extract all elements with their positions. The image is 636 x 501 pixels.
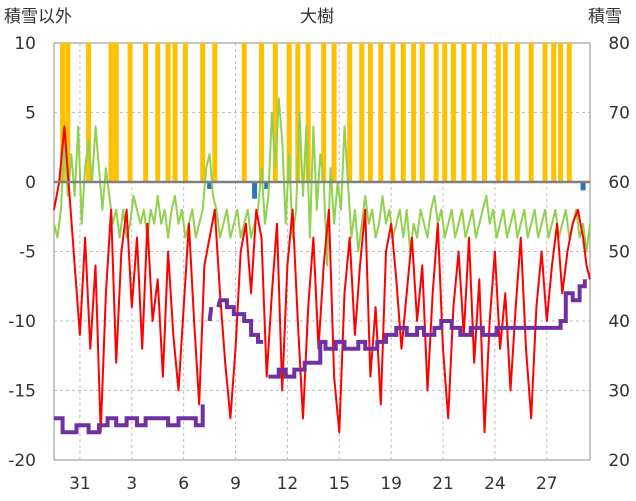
series-0-bar (367, 43, 373, 182)
series-0-bar (113, 43, 119, 182)
left-tick-label: 0 (25, 173, 36, 193)
series-0-bar (471, 43, 477, 182)
series-1-bar (207, 182, 213, 189)
left-tick-label: -20 (8, 451, 36, 471)
series-0-bar (321, 43, 327, 182)
left-tick-label: -15 (8, 382, 36, 402)
series-1-bar (264, 182, 270, 189)
series-0-bar (212, 43, 218, 182)
series-0-bar (241, 43, 247, 182)
x-tick-label: 24 (484, 474, 506, 494)
axes-layer: 10 80 5 70 0 60 -5 50 -10 40 -15 30 -20 20 31 3 6 9 12 15 19… (8, 34, 630, 494)
x-tick-label: 12 (277, 474, 299, 494)
series-0-bar (331, 43, 337, 182)
series-0-bar (558, 43, 564, 182)
right-tick-label: 50 (608, 243, 630, 263)
right-tick-label: 30 (608, 382, 630, 402)
series-0-bar (108, 43, 114, 182)
series-0-bar (551, 43, 557, 182)
series-0-bar (286, 43, 292, 182)
chart-title: 大樹 (300, 7, 334, 27)
series-0-bar (482, 43, 488, 182)
x-tick-label: 19 (380, 474, 402, 494)
series-0-bar (86, 43, 92, 182)
right-axis-title: 積雪 (588, 7, 622, 27)
series-2-line (53, 97, 591, 267)
series-0-bar (200, 43, 206, 182)
series-0-bar (461, 43, 467, 182)
right-tick-label: 70 (608, 104, 630, 124)
series-0-bar (295, 43, 301, 182)
left-tick-label: 10 (14, 34, 36, 54)
series-0-bar (433, 43, 439, 182)
right-tick-label: 60 (608, 173, 630, 193)
series-3-line (53, 125, 591, 434)
series-4-step-segment (207, 306, 214, 322)
left-tick-label: -5 (19, 243, 36, 263)
series-0-bar (495, 43, 501, 182)
series-0-bar (528, 43, 534, 182)
x-tick-label: 27 (536, 474, 558, 494)
series-0-bar (272, 43, 278, 182)
series-0-bar (60, 43, 66, 182)
right-tick-label: 20 (608, 451, 630, 471)
x-tick-label: 3 (126, 474, 137, 494)
x-tick-label: 21 (432, 474, 454, 494)
series-0-bar (502, 43, 508, 182)
left-axis-title: 積雪以外 (4, 7, 72, 27)
right-tick-label: 80 (608, 34, 630, 54)
series-0-bar (514, 43, 520, 182)
x-tick-label: 15 (328, 474, 350, 494)
lines-layer (53, 97, 591, 435)
x-tick-label: 9 (230, 474, 241, 494)
series-0-bar (65, 43, 71, 182)
series-0-bar (419, 43, 425, 182)
series-4-step-segment (216, 298, 264, 344)
series-0-bar (359, 43, 365, 182)
series-0-bar (143, 43, 149, 182)
bars-layer (60, 43, 586, 199)
series-0-bar (258, 43, 264, 182)
series-0-bar (347, 43, 353, 182)
series-4-step-segment (268, 279, 587, 379)
series-0-bar (411, 43, 417, 182)
series-0-bar (127, 43, 133, 182)
series-1-bar (580, 182, 586, 191)
series-0-bar (390, 43, 396, 182)
right-tick-label: 40 (608, 312, 630, 332)
series-0-bar (165, 43, 171, 182)
left-tick-label: 5 (25, 104, 36, 124)
series-0-bar (182, 43, 188, 182)
x-tick-label: 6 (178, 474, 189, 494)
series-0-bar (378, 43, 384, 182)
x-tick-label: 31 (69, 474, 91, 494)
series-0-bar (450, 43, 456, 182)
series-0-bar (400, 43, 406, 182)
series-1-bar (252, 182, 258, 199)
series-4-step-segment (54, 404, 205, 435)
series-0-bar (155, 43, 161, 182)
series-0-bar (172, 43, 178, 182)
series-0-bar (566, 43, 572, 182)
left-tick-label: -10 (8, 312, 36, 332)
series-0-bar (542, 43, 548, 182)
series-0-bar (305, 43, 311, 182)
series-0-bar (442, 43, 448, 182)
